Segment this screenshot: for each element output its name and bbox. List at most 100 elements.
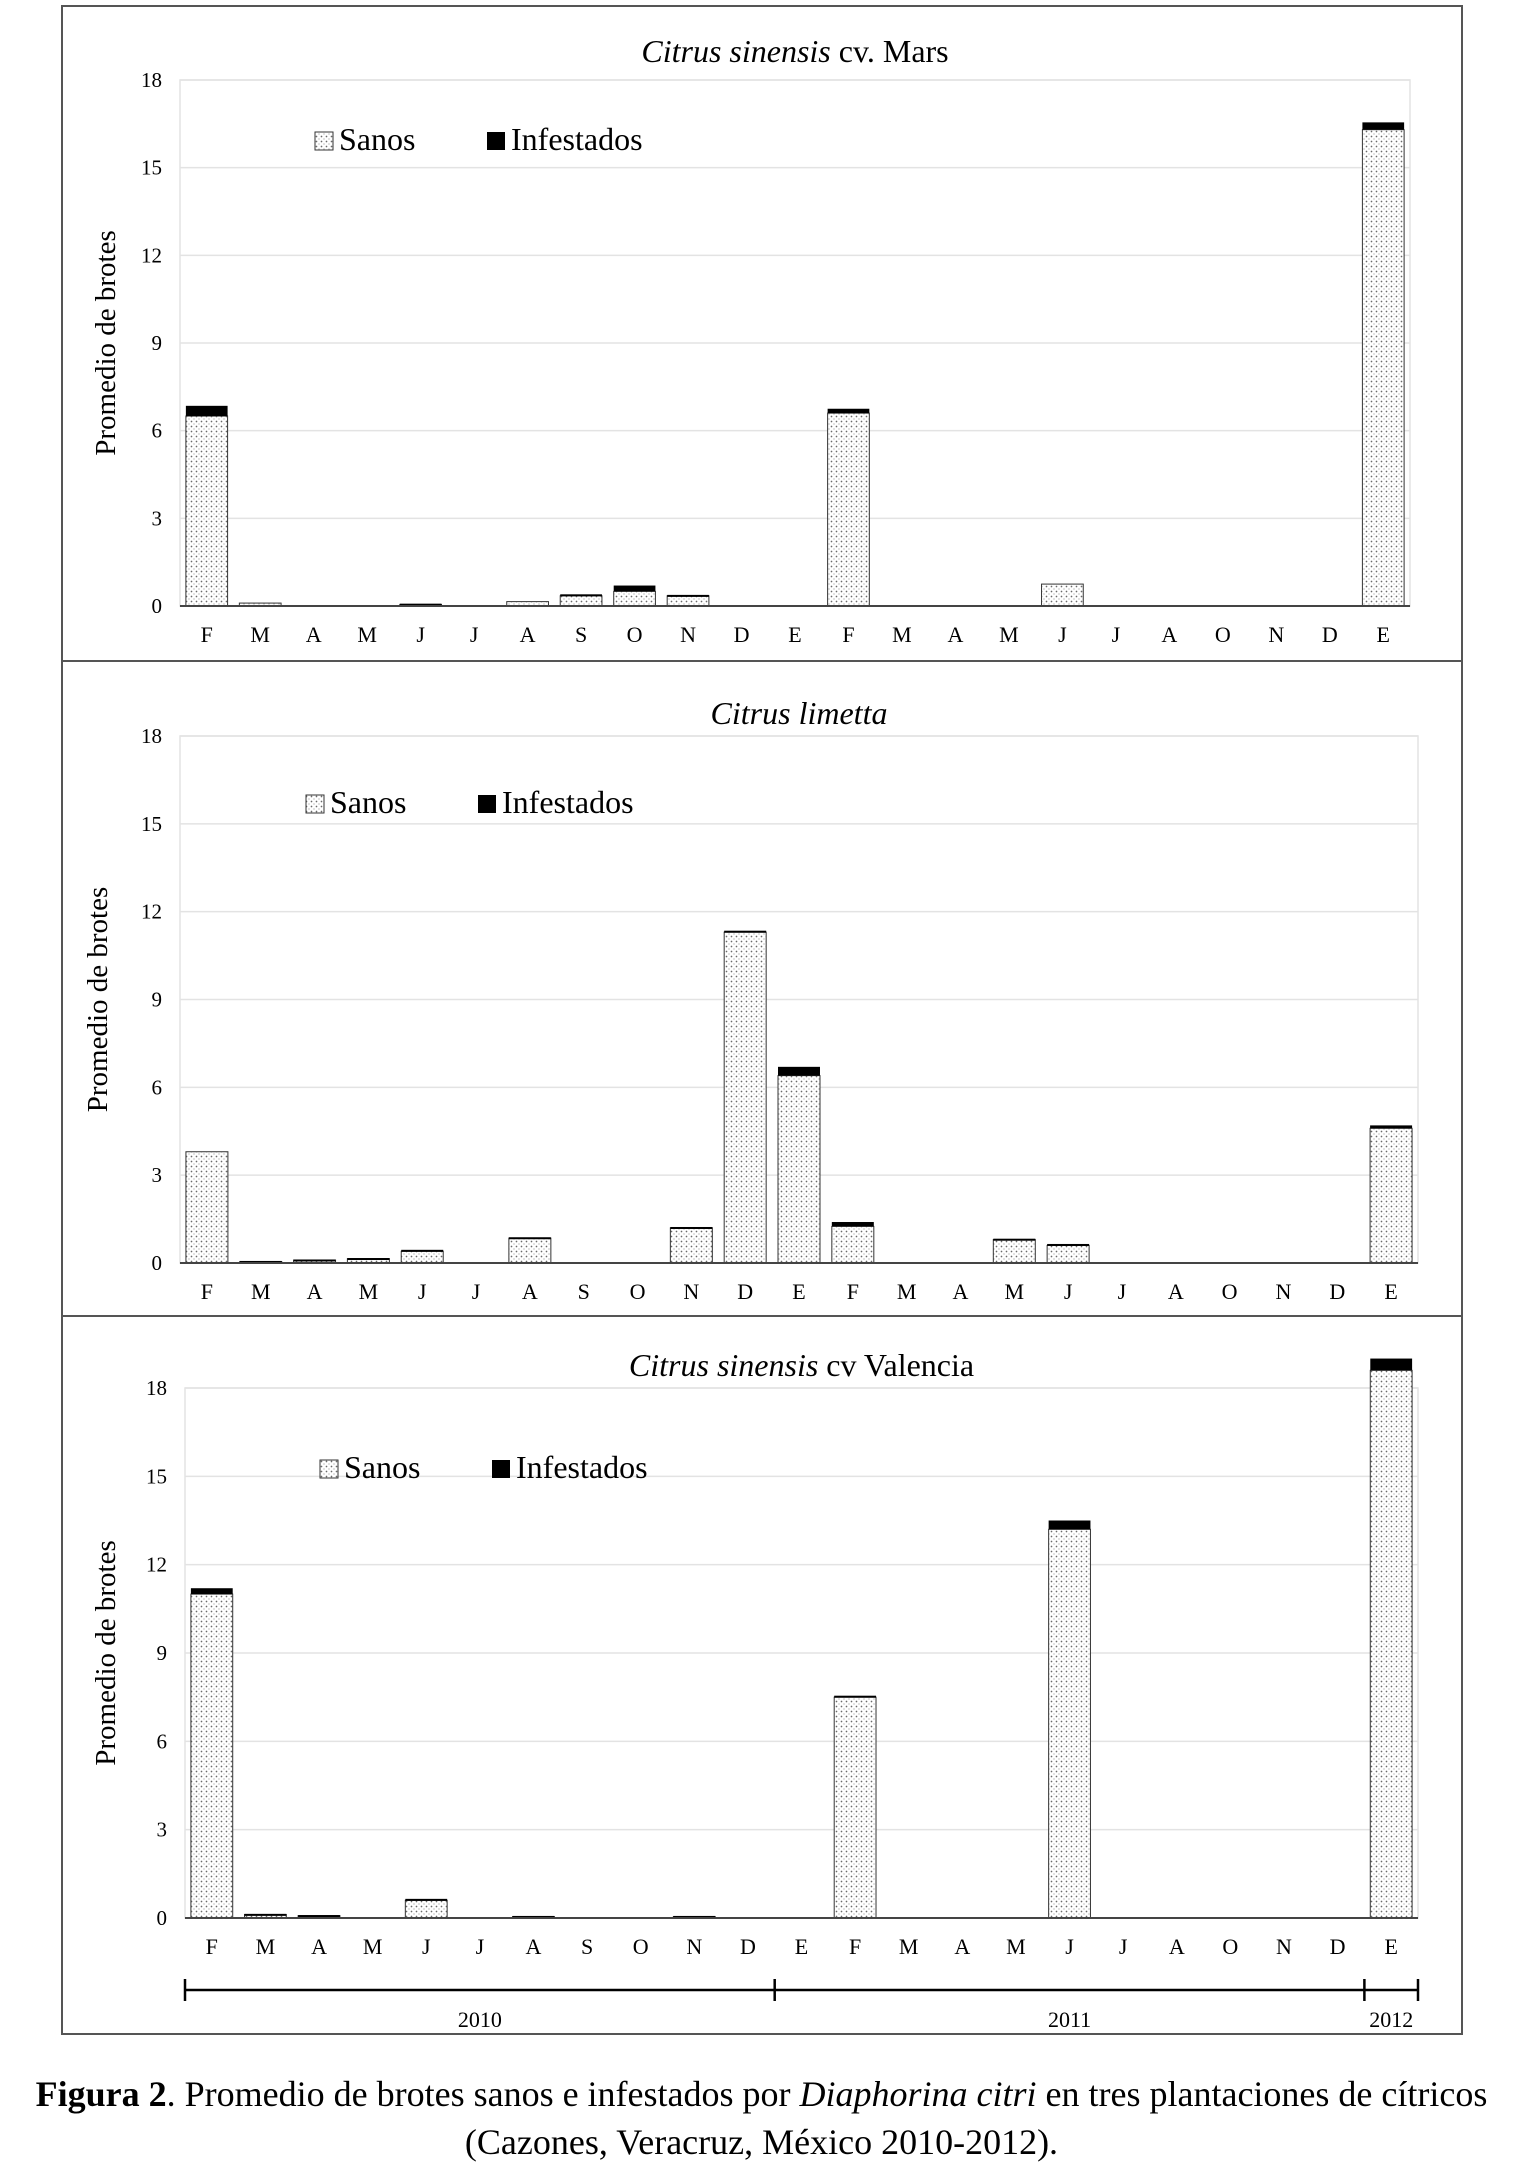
x-tick-label: N: [680, 622, 696, 647]
bar-infestados: [670, 1226, 713, 1229]
legend-label-infestados: Infestados: [511, 121, 643, 157]
bar-infestados: [827, 408, 870, 414]
x-tick-label: J: [1112, 622, 1121, 647]
bar-infestados: [1370, 1125, 1413, 1129]
y-tick-label: 15: [141, 812, 162, 836]
bar-infestados: [667, 594, 709, 597]
x-tick-label: M: [899, 1934, 919, 1959]
legend-swatch-infestados: [492, 1460, 510, 1478]
caption-text-a: . Promedio de brotes sanos e infestados …: [166, 2074, 800, 2114]
y-tick-label: 12: [141, 243, 162, 267]
x-tick-label: A: [953, 1279, 969, 1304]
x-tick-label: A: [1161, 622, 1177, 647]
caption-species: Diaphorina citri: [799, 2074, 1037, 2114]
bar-infestados: [1047, 1243, 1090, 1246]
x-tick-label: F: [201, 1279, 213, 1304]
bar-sanos: [723, 931, 767, 1264]
x-tick-label: J: [1058, 622, 1067, 647]
chart-panel-2: 0 3 6 9 12 15 18 F M A M J J A S O N D E F M A M J J A O N D E Citrus …: [82, 695, 1419, 1304]
y-tick-label: 3: [152, 1163, 163, 1187]
y-axis-label: Promedio de brotes: [82, 887, 114, 1113]
x-tick-label: O: [633, 1934, 649, 1959]
bar-sanos: [831, 1225, 875, 1264]
legend-label-sanos: Sanos: [344, 1449, 420, 1485]
y-tick-label: 18: [141, 724, 162, 748]
x-tick-label: J: [472, 1279, 481, 1304]
bar-infestados: [673, 1915, 716, 1918]
chart-panel-1: 0 3 6 9 12 15 18 F M A M J J A S O N D E F M A M J J A O N D E Citrus …: [90, 33, 1411, 647]
x-tick-label: J: [1119, 1934, 1128, 1959]
legend-swatch-sanos: [305, 794, 325, 814]
x-tick-label: E: [1384, 1934, 1397, 1959]
bar-infestados: [1362, 122, 1405, 130]
bar-infestados: [244, 1913, 287, 1916]
bar-infestados: [347, 1258, 390, 1261]
x-tick-label: N: [683, 1279, 699, 1304]
x-tick-label: O: [1222, 1934, 1238, 1959]
x-tick-label: E: [1384, 1279, 1397, 1304]
x-tick-label: A: [1168, 1279, 1184, 1304]
legend-label-infestados: Infestados: [502, 784, 634, 820]
x-tick-label: O: [627, 622, 643, 647]
x-tick-label: M: [363, 1934, 383, 1959]
x-tick-label: J: [416, 622, 425, 647]
bar-infestados: [298, 1915, 340, 1918]
bar-sanos: [404, 1899, 448, 1919]
x-tick-label: E: [788, 622, 801, 647]
bar-sanos: [1369, 1127, 1413, 1264]
figure-caption: Figura 2. Promedio de brotes sanos e inf…: [0, 2070, 1523, 2166]
x-tick-label: J: [1065, 1934, 1074, 1959]
legend-swatch-infestados: [487, 132, 505, 150]
x-tick-label: J: [418, 1279, 427, 1304]
bar-sanos: [669, 1227, 713, 1264]
bar-sanos: [666, 595, 710, 607]
bar-infestados: [239, 1260, 282, 1263]
y-tick-label: 0: [157, 1906, 168, 1930]
y-tick-label: 6: [152, 419, 163, 443]
x-tick-label: M: [256, 1934, 276, 1959]
x-tick-label: D: [740, 1934, 756, 1959]
bar-infestados: [185, 405, 228, 417]
caption-line-2: (Cazones, Veracruz, México 2010-2012).: [464, 2122, 1059, 2162]
year-timeline: 2010 2011 2012: [183, 1979, 1420, 2032]
chart-title: Citrus sinensis cv. Mars: [641, 33, 948, 69]
bar-sanos: [833, 1696, 877, 1919]
chart-panel-3: 0 3 6 9 12 15 18 F M A M J J A S O N D E F M A M J J A O N D E Citrus …: [90, 1347, 1419, 1959]
legend-label-sanos: Sanos: [339, 121, 415, 157]
x-tick-label: S: [575, 622, 587, 647]
year-label-2012: 2012: [1369, 2007, 1413, 2032]
bar-infestados: [190, 1588, 233, 1595]
x-tick-label: S: [578, 1279, 590, 1304]
y-tick-label: 9: [152, 331, 163, 355]
legend: Sanos Infestados: [314, 121, 643, 157]
bar-infestados: [831, 1222, 874, 1227]
y-tick-label: 6: [157, 1729, 168, 1753]
bar-sanos: [777, 1075, 821, 1264]
y-axis-label: Promedio de brotes: [90, 1540, 122, 1766]
x-tick-label: O: [630, 1279, 646, 1304]
chart-title: Citrus sinensis cv Valencia: [629, 1347, 974, 1383]
x-tick-label: S: [581, 1934, 593, 1959]
legend-label-sanos: Sanos: [330, 784, 406, 820]
x-tick-label: E: [795, 1934, 808, 1959]
x-tick-label: F: [206, 1934, 218, 1959]
legend-swatch-infestados: [478, 795, 496, 813]
x-tick-label: A: [307, 1279, 323, 1304]
y-tick-label: 18: [146, 1376, 167, 1400]
x-tick-label: F: [842, 622, 854, 647]
x-tick-label: A: [520, 622, 536, 647]
x-tick-label: D: [1329, 1279, 1345, 1304]
legend-swatch-sanos: [319, 1459, 339, 1479]
bar-infestados: [993, 1238, 1036, 1241]
x-tick-label: O: [1222, 1279, 1238, 1304]
x-tick-label: D: [1330, 1934, 1346, 1959]
bar-infestados: [405, 1898, 448, 1901]
x-tick-label: M: [1006, 1934, 1026, 1959]
x-tick-label: N: [1275, 1279, 1291, 1304]
bar-sanos: [185, 415, 229, 607]
bar-sanos: [1046, 1244, 1090, 1264]
bar-infestados: [560, 594, 602, 597]
year-label-2010: 2010: [458, 2007, 502, 2032]
y-tick-label: 3: [157, 1818, 168, 1842]
x-tick-label: J: [1118, 1279, 1127, 1304]
